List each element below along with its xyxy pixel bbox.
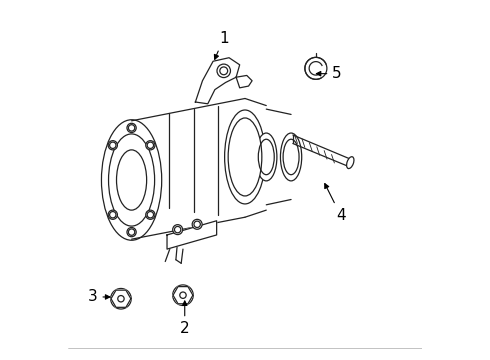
Ellipse shape — [146, 210, 155, 219]
Polygon shape — [173, 287, 193, 304]
Text: 2: 2 — [180, 301, 190, 336]
Ellipse shape — [280, 133, 302, 181]
Ellipse shape — [224, 110, 266, 204]
Text: 5: 5 — [317, 66, 342, 81]
Polygon shape — [236, 76, 252, 88]
Ellipse shape — [108, 210, 118, 219]
Polygon shape — [196, 58, 240, 104]
Ellipse shape — [111, 288, 131, 309]
Ellipse shape — [256, 133, 277, 181]
Ellipse shape — [172, 285, 193, 306]
Ellipse shape — [305, 57, 327, 79]
Text: 1: 1 — [215, 31, 228, 59]
Polygon shape — [111, 290, 131, 307]
Ellipse shape — [346, 157, 354, 168]
Ellipse shape — [127, 228, 136, 237]
Ellipse shape — [127, 123, 136, 132]
Ellipse shape — [192, 219, 202, 229]
Ellipse shape — [101, 120, 162, 240]
Ellipse shape — [109, 134, 155, 226]
Ellipse shape — [217, 64, 230, 77]
Ellipse shape — [146, 141, 155, 150]
Ellipse shape — [172, 225, 183, 235]
Text: 4: 4 — [325, 184, 345, 223]
Text: 3: 3 — [88, 289, 110, 305]
Ellipse shape — [228, 118, 262, 196]
Ellipse shape — [108, 141, 118, 150]
Polygon shape — [167, 221, 217, 249]
